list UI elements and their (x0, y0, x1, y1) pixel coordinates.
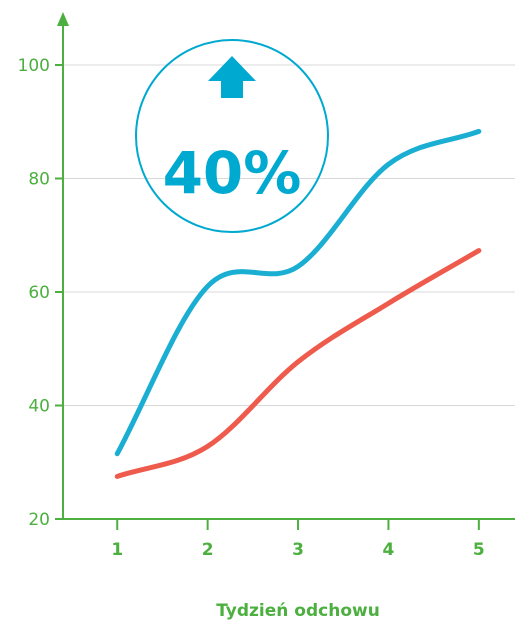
x-tick-label-1: 1 (111, 540, 123, 560)
x-tick-labels: 1 2 3 4 5 (111, 519, 485, 560)
y-tick-label-60: 60 (28, 283, 50, 303)
badge-percent-text: 40% (163, 139, 302, 207)
series-line-2 (114, 248, 482, 479)
gridlines (63, 64, 515, 406)
y-tick-label-100: 100 (18, 56, 50, 76)
y-tick-label-80: 80 (28, 170, 50, 190)
axes (57, 12, 515, 520)
y-tick-labels: 20 40 60 80 100 (18, 56, 63, 530)
x-tick-label-5: 5 (473, 540, 485, 560)
y-tick-label-20: 20 (28, 510, 50, 530)
badge-circle (135, 39, 329, 233)
percent-badge: 40% (135, 39, 329, 233)
x-tick-label-2: 2 (202, 540, 214, 560)
arrow-up-icon (208, 56, 256, 98)
x-tick-label-4: 4 (383, 540, 395, 560)
x-tick-label-3: 3 (292, 540, 304, 560)
y-axis-arrow-icon (57, 12, 69, 26)
series-line-1 (114, 128, 482, 457)
y-tick-label-40: 40 (28, 397, 50, 417)
x-axis-title: Tydzień odchowu (216, 601, 380, 621)
series-group (114, 128, 482, 479)
